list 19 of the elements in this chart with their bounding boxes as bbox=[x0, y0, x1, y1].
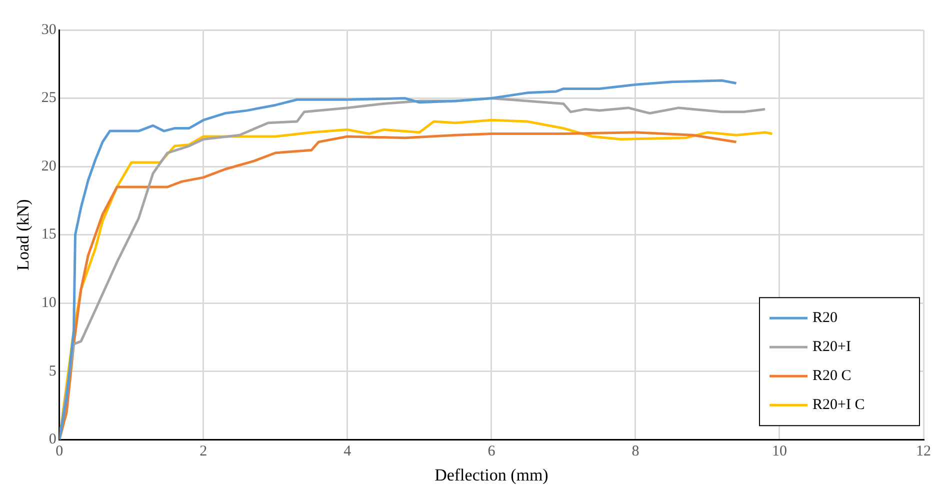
y-tick-label: 15 bbox=[41, 226, 56, 243]
x-tick-label: 8 bbox=[632, 444, 640, 460]
legend-label: R20 bbox=[812, 310, 838, 326]
x-tick-label: 2 bbox=[200, 444, 208, 460]
x-tick-label: 4 bbox=[344, 444, 352, 460]
x-tick-label: 10 bbox=[772, 444, 787, 460]
legend-label: R20+I bbox=[812, 339, 851, 356]
y-tick-label: 30 bbox=[41, 22, 56, 38]
x-tick-label: 12 bbox=[916, 444, 931, 460]
y-axis-title: Load (kN) bbox=[14, 199, 33, 270]
x-tick-label: 6 bbox=[488, 444, 496, 460]
legend-label: R20 C bbox=[812, 368, 852, 384]
y-tick-label: 5 bbox=[48, 363, 56, 380]
y-tick-label: 10 bbox=[41, 295, 56, 312]
y-tick-label: 25 bbox=[41, 90, 56, 106]
legend-label: R20+I C bbox=[812, 397, 865, 414]
y-tick-label: 0 bbox=[48, 432, 56, 448]
x-axis-title: Deflection (mm) bbox=[434, 465, 548, 484]
y-tick-label: 20 bbox=[41, 158, 56, 174]
